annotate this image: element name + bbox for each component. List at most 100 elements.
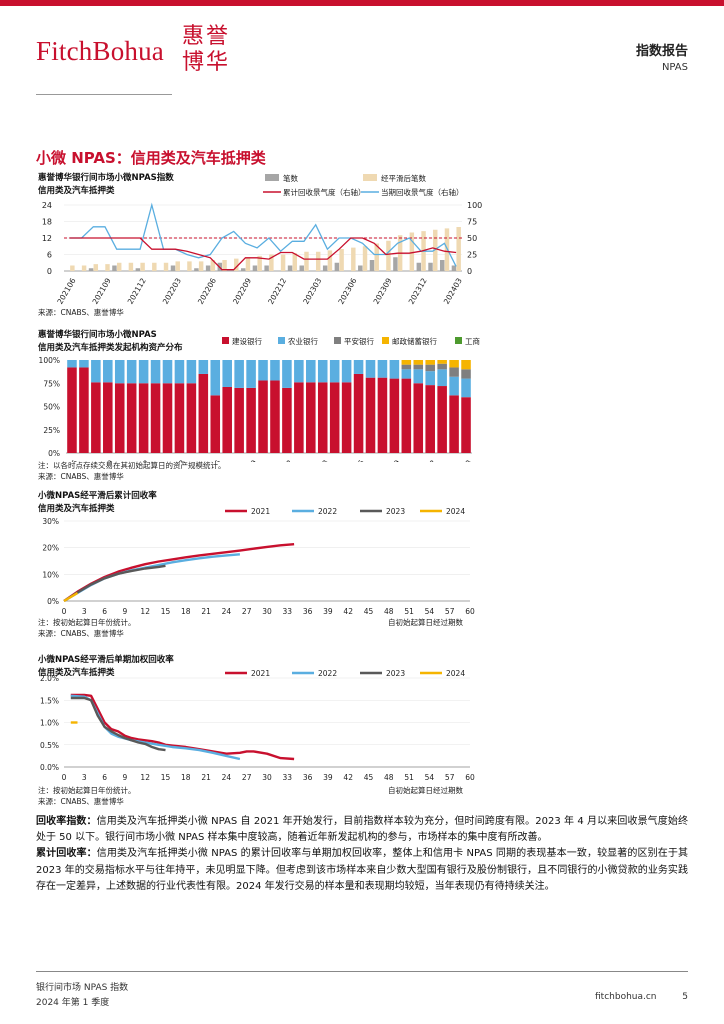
legend-swatch <box>278 337 285 344</box>
stack-segment <box>79 360 89 368</box>
x-tick-label: 12 <box>140 607 150 616</box>
stack-segment <box>413 360 424 365</box>
bar-smoothed-count <box>409 232 415 271</box>
stack-segment <box>437 360 447 364</box>
y-tick-label: 1.0% <box>40 719 59 728</box>
seal-char: 博 <box>182 50 207 75</box>
stack-segment <box>126 383 137 453</box>
bar-smoothed-count <box>234 258 239 271</box>
x-tick-label: 202109 <box>91 276 113 305</box>
stack-segment <box>317 382 328 453</box>
stack-segment <box>186 383 197 453</box>
stack-segment <box>294 360 304 383</box>
x-tick-label: 57 <box>445 607 455 616</box>
chart3-source: 来源：CNABS、惠誉博华 <box>38 629 124 638</box>
bar-smoothed-count <box>257 255 262 271</box>
bar-count <box>439 260 445 271</box>
line-current-sentiment <box>69 202 457 267</box>
legend-label: 农业银行 <box>288 336 318 346</box>
x-tick-label: 202112 <box>126 276 148 305</box>
x-tick-label: 18 <box>181 607 191 616</box>
bar-count <box>88 268 94 271</box>
footer-report-name: 银行间市场 NPAS 指数 <box>36 983 129 993</box>
y-tick-label: 0% <box>47 597 59 606</box>
chart1-npas-index: 0 6 12 18 24 0 25 50 75 100 202106 202109 202112 2022… <box>42 173 482 306</box>
chart1-title-line2: 信用类及汽车抵押类 <box>38 186 115 196</box>
seal-char: 华 <box>206 50 231 75</box>
legend-swatch <box>222 337 229 344</box>
stack-segment <box>198 360 209 374</box>
seal-char: 惠 <box>182 24 207 49</box>
seal-char: 誉 <box>206 24 231 49</box>
x-tick-label: 51 <box>404 773 414 782</box>
x-tick-label: 15 <box>161 773 171 782</box>
chart2-note: 注：以各时点存续交易在其初始起算日的资产规模统计。 <box>38 461 226 470</box>
seal-logo: 惠誉 博华 <box>182 24 244 82</box>
chart3-note: 注：按初始起算日年份统计。 <box>38 618 136 627</box>
stack-segment <box>449 360 459 368</box>
y-tick-label: 25% <box>43 426 60 435</box>
legend-label: 工商银行 <box>465 336 480 346</box>
y-tick-label-left: 12 <box>42 234 52 243</box>
bar-count <box>334 262 340 271</box>
stack-segment <box>329 360 340 383</box>
bar-smoothed-count <box>327 250 333 271</box>
y-tick-label: 50% <box>43 403 60 412</box>
x-tick-label: 27 <box>242 773 252 782</box>
x-tick-label: 202403 <box>452 458 474 462</box>
stack-segment <box>437 363 447 370</box>
bar-smoothed-count <box>140 262 145 271</box>
x-tick-label: 21 <box>201 607 211 616</box>
x-tick-label: 36 <box>303 607 313 616</box>
stack-segment <box>210 395 221 453</box>
bar-smoothed-count <box>81 265 87 271</box>
x-tick-label: 12 <box>140 773 150 782</box>
stack-segment <box>138 360 149 384</box>
legend-label: 笔数 <box>283 173 298 183</box>
stack-segment <box>67 360 77 368</box>
stack-segment <box>425 371 435 386</box>
legend-label: 2024 <box>446 669 465 678</box>
stack-segment <box>186 360 197 384</box>
legend-label: 2021 <box>251 669 270 678</box>
x-tick-label: 27 <box>242 607 252 616</box>
stack-segment <box>222 360 232 387</box>
x-tick-label: 202209 <box>231 276 253 305</box>
stack-segment <box>222 386 232 453</box>
fitchbohua-logo: FitchBohua <box>36 36 164 66</box>
legend-label: 2022 <box>318 669 337 678</box>
y-tick-label: 0.0% <box>40 763 59 772</box>
stack-segment <box>103 382 113 453</box>
chart2-title-line1: 惠誉博华银行间市场小微NPAS <box>38 330 157 340</box>
bar-smoothed-count <box>386 240 391 271</box>
legend-label: 邮政储蓄银行 <box>392 336 437 346</box>
bar-smoothed-count <box>187 261 192 271</box>
stack-segment <box>174 360 185 384</box>
stack-segment <box>461 369 471 379</box>
stack-segment <box>162 383 173 453</box>
x-tick-label: 33 <box>283 607 293 616</box>
chart3-title-line2: 信用类及汽车抵押类 <box>38 504 115 514</box>
x-tick-label: 6 <box>102 607 107 616</box>
chart2-source: 来源：CNABS、惠誉博华 <box>38 472 124 481</box>
bar-count <box>112 265 117 271</box>
footer-site[interactable]: fitchbohua.cn <box>595 992 657 1002</box>
bar-smoothed-count <box>245 257 251 271</box>
bar-count <box>170 265 176 271</box>
bar-count <box>287 265 293 271</box>
bar-smoothed-count <box>269 254 274 271</box>
y-tick-label-right: 75 <box>467 218 477 227</box>
legend-label: 平安银行 <box>344 336 374 346</box>
bar-smoothed-count <box>362 246 368 271</box>
x-tick-label: 0 <box>62 773 67 782</box>
paragraph-label: 累计回收率： <box>36 848 97 860</box>
stack-segment <box>461 397 471 453</box>
footer-right: fitchbohua.cn 5 <box>595 992 688 1002</box>
x-tick-label: 0 <box>62 607 67 616</box>
legend-label: 2023 <box>386 507 405 516</box>
y-tick-label-left: 6 <box>47 251 52 260</box>
logo-divider <box>36 94 172 95</box>
x-tick-label: 42 <box>343 607 353 616</box>
series-line-2023 <box>63 564 166 603</box>
y-tick-label: 1.5% <box>40 696 59 705</box>
